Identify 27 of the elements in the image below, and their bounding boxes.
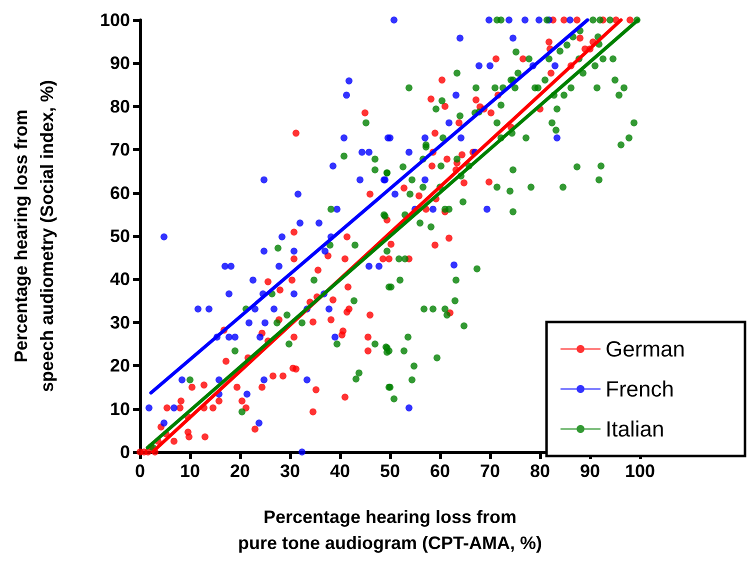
legend-label: Italian xyxy=(606,416,664,442)
y-tick-label: 0 xyxy=(120,442,130,462)
y-tick-label: 70 xyxy=(110,140,130,160)
x-tick-label: 100 xyxy=(624,461,656,481)
y-tick-label: 10 xyxy=(110,398,130,419)
y-tick-label: 60 xyxy=(110,182,130,203)
y-tick-label: 20 xyxy=(110,356,130,376)
x-tick-label: 50 xyxy=(380,461,400,481)
y-axis-title: Percentage hearing loss from speech audiometry (Social index, %) xyxy=(11,80,57,392)
x-tick-label: 90 xyxy=(580,461,600,481)
legend-label: German xyxy=(606,336,686,362)
y-tick-label: 40 xyxy=(110,269,130,290)
x-tick-label: 70 xyxy=(480,461,500,481)
legend-label: French xyxy=(606,376,674,402)
x-tick-label: 40 xyxy=(330,461,350,481)
x-tick-label: 60 xyxy=(430,461,450,481)
x-tick-label: 30 xyxy=(280,461,300,481)
x-tick-label: 80 xyxy=(530,461,550,481)
y-tick-label: 90 xyxy=(110,53,130,74)
y-tick-label: 30 xyxy=(110,312,130,332)
x-tick-label: 0 xyxy=(134,461,146,481)
y-tick-label: 80 xyxy=(110,96,130,116)
x-tick-label: 20 xyxy=(230,461,250,481)
y-tick-label: 100 xyxy=(100,10,130,30)
y-tick-label: 50 xyxy=(110,226,130,246)
x-axis-title: Percentage hearing loss from pure tone audiogram (CPT-AMA, %) xyxy=(238,507,542,553)
x-tick-label: 10 xyxy=(180,461,200,481)
